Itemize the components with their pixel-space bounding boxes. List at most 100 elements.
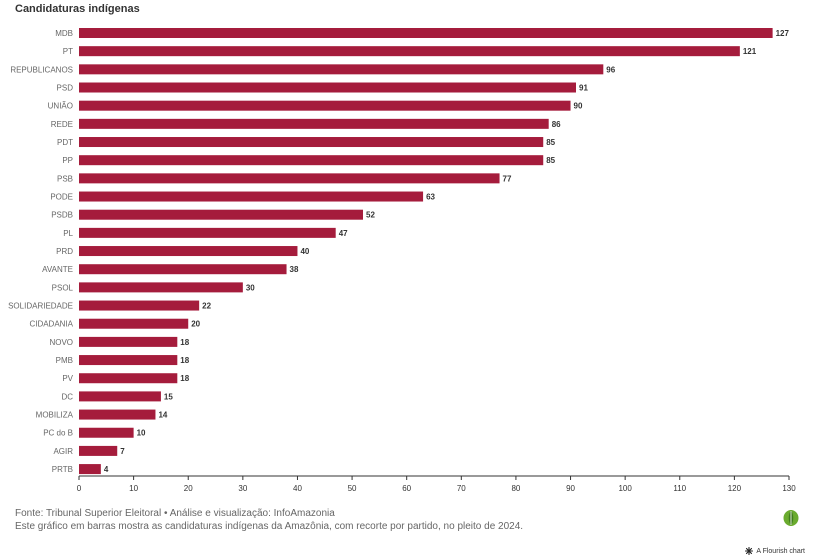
green-leaf-logo-icon	[783, 510, 799, 526]
bars-layer: MDB 127 PT 121 REPUBLICANOS 96 PSD 91 UNIÃO 90 RED…	[8, 28, 790, 475]
data-label: 14	[158, 411, 167, 420]
x-tick-label: 130	[782, 484, 796, 493]
category-label: PMB	[56, 356, 73, 365]
bar[interactable]	[79, 264, 287, 275]
bar[interactable]	[79, 300, 200, 311]
data-label: 15	[164, 392, 173, 401]
data-label: 22	[202, 302, 211, 311]
data-label: 63	[426, 193, 435, 202]
category-label: SOLIDARIEDADE	[8, 302, 73, 311]
bar[interactable]	[79, 318, 189, 329]
data-label: 85	[546, 138, 555, 147]
data-label: 91	[579, 84, 588, 93]
category-label: PRD	[56, 247, 73, 256]
x-tick-label: 110	[673, 484, 686, 493]
flourish-credit[interactable]: A Flourish chart	[745, 547, 805, 555]
data-label: 38	[290, 265, 299, 274]
data-label: 52	[366, 211, 375, 220]
data-label: 85	[546, 156, 555, 165]
data-label: 10	[137, 429, 146, 438]
category-label: PSOL	[52, 283, 74, 292]
category-label: PDT	[57, 138, 73, 147]
category-label: NOVO	[49, 338, 73, 347]
data-label: 86	[552, 120, 561, 129]
category-label: MOBILIZA	[36, 411, 74, 420]
category-label: CIDADANIA	[29, 320, 73, 329]
data-label: 40	[300, 247, 309, 256]
x-tick-label: 90	[566, 484, 575, 493]
x-tick-label: 50	[348, 484, 357, 493]
category-label: AGIR	[53, 447, 73, 456]
x-tick-label: 40	[293, 484, 302, 493]
bar[interactable]	[79, 118, 549, 129]
category-label: AVANTE	[42, 265, 73, 274]
bar-chart: MDB 127 PT 121 REPUBLICANOS 96 PSD 91 UNIÃO 90 RED…	[8, 28, 796, 493]
x-tick-label: 100	[618, 484, 632, 493]
x-tick-label: 70	[457, 484, 466, 493]
bar[interactable]	[79, 373, 178, 384]
category-label: PRTB	[52, 465, 73, 474]
data-label: 4	[104, 465, 109, 474]
data-label: 18	[180, 356, 189, 365]
x-tick-label: 120	[728, 484, 742, 493]
bar[interactable]	[79, 64, 604, 75]
chart-title: Candidaturas indígenas	[15, 3, 140, 15]
category-label: PSB	[57, 174, 73, 183]
x-tick-label: 80	[511, 484, 520, 493]
data-label: 121	[743, 47, 757, 56]
category-label: PL	[63, 229, 73, 238]
bar[interactable]	[79, 391, 161, 402]
category-label: MDB	[55, 29, 73, 38]
category-label: PC do B	[43, 429, 73, 438]
data-label: 30	[246, 283, 255, 292]
data-label: 20	[191, 320, 200, 329]
category-label: DC	[61, 392, 73, 401]
bar[interactable]	[79, 336, 178, 347]
bar[interactable]	[79, 464, 101, 475]
category-label: PP	[62, 156, 73, 165]
data-label: 47	[339, 229, 348, 238]
x-tick-label: 10	[129, 484, 138, 493]
data-label: 18	[180, 338, 189, 347]
flourish-asterisk-icon	[745, 547, 754, 555]
bar[interactable]	[79, 137, 544, 148]
x-tick-label: 30	[238, 484, 247, 493]
bar[interactable]	[79, 246, 298, 257]
category-label: REPUBLICANOS	[10, 65, 73, 74]
category-label: PODE	[50, 193, 73, 202]
bar[interactable]	[79, 445, 118, 456]
chart-footer: Fonte: Tribunal Superior Eleitoral • Aná…	[15, 507, 523, 533]
bar[interactable]	[79, 227, 336, 238]
category-label: PSD	[57, 84, 74, 93]
category-label: REDE	[51, 120, 73, 129]
category-label: PV	[62, 374, 73, 383]
data-label: 18	[180, 374, 189, 383]
bar[interactable]	[79, 100, 571, 111]
x-tick-label: 0	[77, 484, 82, 493]
category-label: PSDB	[51, 211, 73, 220]
bar[interactable]	[79, 282, 243, 293]
bar[interactable]	[79, 427, 134, 438]
x-tick-label: 20	[184, 484, 193, 493]
data-label: 77	[503, 174, 512, 183]
data-label: 7	[120, 447, 125, 456]
category-label: PT	[63, 47, 73, 56]
bar[interactable]	[79, 46, 740, 57]
bar[interactable]	[79, 191, 424, 202]
bar[interactable]	[79, 355, 178, 366]
data-label: 90	[574, 102, 583, 111]
bar[interactable]	[79, 155, 544, 166]
bar[interactable]	[79, 28, 773, 38]
data-label: 127	[776, 29, 790, 38]
category-label: UNIÃO	[48, 102, 73, 111]
bar[interactable]	[79, 209, 363, 220]
x-axis: 0 10 20 30 40 50 60 70 80 90 100 110 120 130	[77, 475, 796, 493]
bar[interactable]	[79, 173, 500, 184]
bar[interactable]	[79, 82, 576, 93]
source-note: Fonte: Tribunal Superior Eleitoral • Aná…	[15, 508, 335, 519]
bar[interactable]	[79, 409, 156, 420]
data-label: 96	[606, 65, 615, 74]
flourish-credit-text: A Flourish chart	[756, 547, 805, 555]
chart-description: Este gráfico em barras mostra as candida…	[15, 521, 524, 532]
x-tick-label: 60	[402, 484, 411, 493]
